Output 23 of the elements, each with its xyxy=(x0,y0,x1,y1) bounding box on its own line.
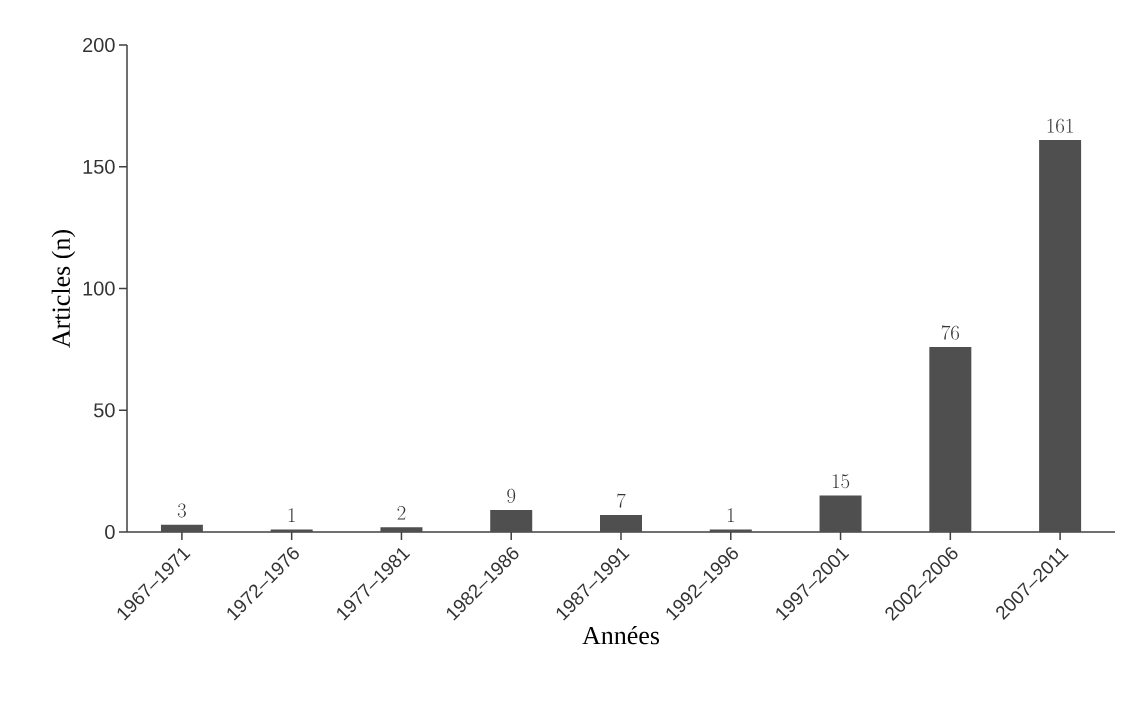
bar xyxy=(490,510,533,532)
bar xyxy=(160,524,203,532)
data-label: 1 xyxy=(288,508,295,523)
data-label: 15 xyxy=(832,474,850,489)
bar xyxy=(929,346,972,532)
bar xyxy=(1039,139,1082,532)
data-label: 161 xyxy=(1047,118,1073,133)
x-axis-title: Années xyxy=(582,626,660,645)
y-tick-label: 150 xyxy=(83,159,115,174)
bar xyxy=(600,514,642,532)
data-label: 1 xyxy=(727,508,734,523)
bar xyxy=(380,527,423,532)
data-label: 2 xyxy=(397,505,406,520)
data-label: 3 xyxy=(177,503,186,518)
bar xyxy=(819,495,862,532)
data-label: 7 xyxy=(617,493,626,508)
data-label: 9 xyxy=(507,488,516,503)
y-tick-label: 200 xyxy=(83,37,115,53)
y-tick-label: 0 xyxy=(105,524,115,540)
y-tick-label: 50 xyxy=(94,403,115,418)
data-label: 76 xyxy=(941,325,960,340)
y-axis-title: Articles (n) xyxy=(51,230,76,348)
y-tick-label: 100 xyxy=(83,281,115,296)
